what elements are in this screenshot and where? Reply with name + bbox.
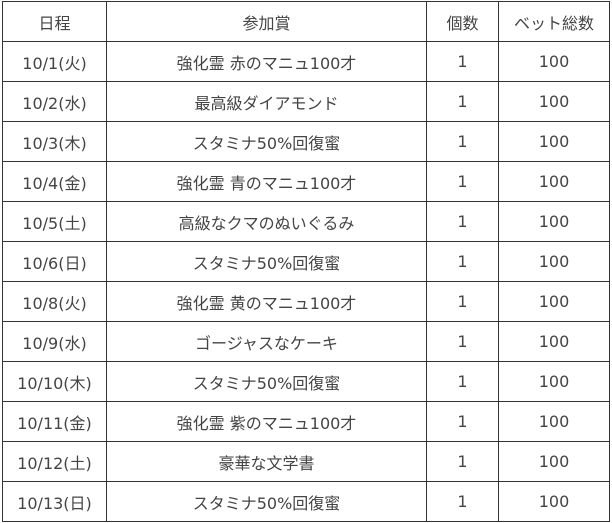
prize-cell: 豪華な文学書 — [106, 441, 427, 482]
table-row: 10/9(水) ゴージャスなケーキ 1 100 — [2, 321, 610, 362]
date-cell: 10/12(土) — [2, 441, 107, 482]
count-cell: 1 — [426, 441, 499, 482]
count-cell: 1 — [426, 321, 499, 362]
date-cell: 10/5(土) — [2, 201, 107, 242]
count-cell: 1 — [426, 81, 499, 122]
bet-total-cell: 100 — [498, 41, 610, 82]
count-cell: 1 — [426, 41, 499, 82]
date-cell: 10/4(金) — [2, 161, 107, 202]
header-row: 日程 参加賞 個数 ベット総数 — [2, 1, 610, 42]
prize-cell: ゴージャスなケーキ — [106, 321, 427, 362]
count-cell: 1 — [426, 281, 499, 322]
count-cell: 1 — [426, 401, 499, 442]
date-cell: 10/6(日) — [2, 241, 107, 282]
prize-cell: 強化霊 青のマニュ100才 — [106, 161, 427, 202]
header-bet-total: ベット総数 — [498, 1, 610, 42]
bet-total-cell: 100 — [498, 441, 610, 482]
bet-total-cell: 100 — [498, 281, 610, 322]
table-row: 10/13(日) スタミナ50%回復蜜 1 100 — [2, 481, 610, 522]
bet-total-cell: 100 — [498, 241, 610, 282]
date-cell: 10/13(日) — [2, 481, 107, 522]
bet-total-cell: 100 — [498, 161, 610, 202]
table-row: 10/1(火) 強化霊 赤のマニュ100才 1 100 — [2, 41, 610, 82]
count-cell: 1 — [426, 121, 499, 162]
date-cell: 10/8(火) — [2, 281, 107, 322]
date-cell: 10/1(火) — [2, 41, 107, 82]
header-prize: 参加賞 — [106, 1, 427, 42]
bet-total-cell: 100 — [498, 481, 610, 522]
table-row: 10/4(金) 強化霊 青のマニュ100才 1 100 — [2, 161, 610, 202]
table-row: 10/10(木) スタミナ50%回復蜜 1 100 — [2, 361, 610, 402]
date-cell: 10/10(木) — [2, 361, 107, 402]
bet-total-cell: 100 — [498, 401, 610, 442]
date-cell: 10/2(水) — [2, 81, 107, 122]
count-cell: 1 — [426, 241, 499, 282]
date-cell: 10/11(金) — [2, 401, 107, 442]
header-date: 日程 — [2, 1, 107, 42]
prize-cell: 強化霊 黄のマニュ100才 — [106, 281, 427, 322]
bet-total-cell: 100 — [498, 81, 610, 122]
prize-cell: スタミナ50%回復蜜 — [106, 361, 427, 402]
bet-total-cell: 100 — [498, 121, 610, 162]
prize-cell: スタミナ50%回復蜜 — [106, 121, 427, 162]
count-cell: 1 — [426, 361, 499, 402]
table-row: 10/12(土) 豪華な文学書 1 100 — [2, 441, 610, 482]
table-row: 10/8(火) 強化霊 黄のマニュ100才 1 100 — [2, 281, 610, 322]
bet-total-cell: 100 — [498, 321, 610, 362]
table-row: 10/2(水) 最高級ダイアモンド 1 100 — [2, 81, 610, 122]
prize-cell: 強化霊 赤のマニュ100才 — [106, 41, 427, 82]
prize-cell: 最高級ダイアモンド — [106, 81, 427, 122]
prize-cell: 高級なクマのぬいぐるみ — [106, 201, 427, 242]
table-row: 10/3(木) スタミナ50%回復蜜 1 100 — [2, 121, 610, 162]
prize-cell: 強化霊 紫のマニュ100才 — [106, 401, 427, 442]
table-row: 10/11(金) 強化霊 紫のマニュ100才 1 100 — [2, 401, 610, 442]
bet-total-cell: 100 — [498, 201, 610, 242]
count-cell: 1 — [426, 481, 499, 522]
prize-cell: スタミナ50%回復蜜 — [106, 241, 427, 282]
count-cell: 1 — [426, 201, 499, 242]
prize-cell: スタミナ50%回復蜜 — [106, 481, 427, 522]
table-row: 10/5(土) 高級なクマのぬいぐるみ 1 100 — [2, 201, 610, 242]
table-row: 10/6(日) スタミナ50%回復蜜 1 100 — [2, 241, 610, 282]
count-cell: 1 — [426, 161, 499, 202]
date-cell: 10/3(木) — [2, 121, 107, 162]
bet-total-cell: 100 — [498, 361, 610, 402]
header-count: 個数 — [426, 1, 499, 42]
date-cell: 10/9(水) — [2, 321, 107, 362]
